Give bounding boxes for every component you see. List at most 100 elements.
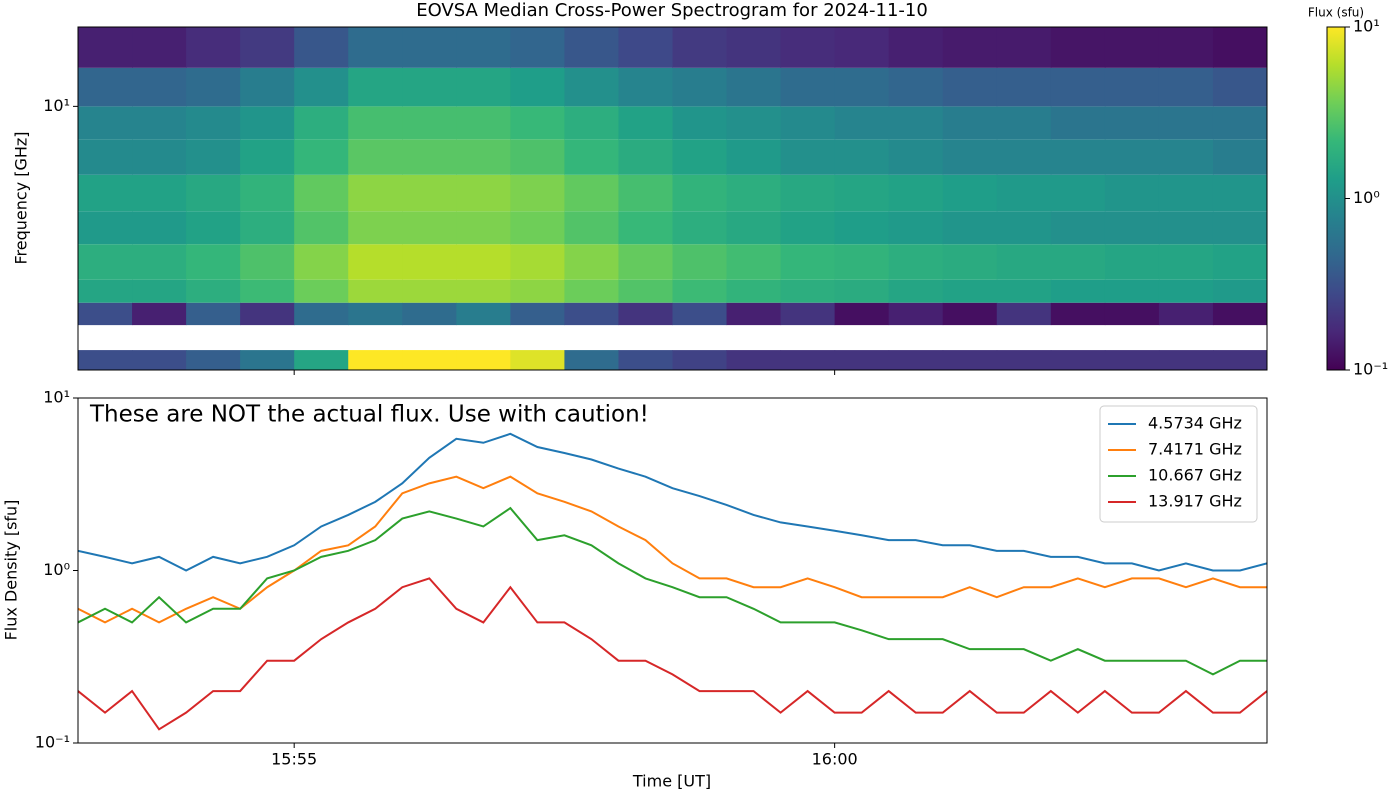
- legend-label: 7.4171 GHz: [1148, 440, 1242, 459]
- heatmap-cell: [240, 211, 295, 245]
- legend-box: [1099, 405, 1258, 523]
- heatmap-cell: [1104, 106, 1160, 140]
- heatmap-cell: [456, 139, 511, 175]
- heatmap-cell: [1050, 106, 1106, 140]
- heatmap-cell: [834, 279, 890, 303]
- heatmap-cell: [348, 211, 403, 245]
- heatmap-cell: [186, 106, 241, 140]
- heatmap-cell: [186, 139, 241, 175]
- heatmap-cell: [294, 350, 349, 370]
- heatmap-cell: [132, 174, 187, 212]
- heatmap-cell: [240, 174, 295, 212]
- heatmap-cell: [132, 139, 187, 175]
- heatmap-cell: [672, 302, 728, 326]
- y-tick-label: 10¹: [43, 388, 70, 407]
- heatmap-cell: [456, 174, 511, 212]
- heatmap-cell: [78, 279, 133, 303]
- heatmap-cell: [564, 106, 619, 140]
- heatmap-cell: [618, 27, 673, 68]
- heatmap-cell: [132, 244, 187, 280]
- heatmap-cell: [1158, 302, 1214, 326]
- heatmap-cell: [456, 302, 511, 326]
- x-tick-label: 16:00: [812, 750, 858, 769]
- heatmap-cell: [942, 302, 998, 326]
- heatmap-cell: [186, 244, 241, 280]
- heatmap-cell: [996, 106, 1052, 140]
- heatmap-cell: [510, 302, 565, 326]
- heatmap-cell: [402, 139, 457, 175]
- heatmap-cell: [240, 244, 295, 280]
- heatmap-cell: [564, 67, 619, 107]
- heatmap-cell: [942, 279, 998, 303]
- heatmap-cell: [186, 27, 241, 68]
- heatmap-cell: [1212, 139, 1268, 175]
- heatmap-cell: [672, 350, 728, 370]
- heatmap-cell: [672, 27, 728, 68]
- legend-label: 4.5734 GHz: [1148, 414, 1242, 433]
- heatmap-cell: [132, 211, 187, 245]
- heatmap-cell: [1050, 67, 1106, 107]
- heatmap-cell: [1050, 302, 1106, 326]
- heatmap-cell: [564, 174, 619, 212]
- heatmap-cell: [1050, 211, 1106, 245]
- heatmap-cell: [1212, 279, 1268, 303]
- heatmap-cell: [780, 139, 836, 175]
- heatmap-cell: [1050, 279, 1106, 303]
- heatmap-cell: [240, 302, 295, 326]
- heatmap-cell: [834, 244, 890, 280]
- heatmap-cell: [618, 244, 673, 280]
- heatmap-cell: [456, 106, 511, 140]
- heatmap-cell: [1212, 27, 1268, 68]
- heatmap-cell: [780, 244, 836, 280]
- heatmap-cell: [618, 139, 673, 175]
- heatmap-cell: [1212, 211, 1268, 245]
- legend-label: 13.917 GHz: [1148, 492, 1242, 511]
- heatmap-cell: [834, 106, 890, 140]
- heatmap-cell: [348, 106, 403, 140]
- heatmap-cell: [294, 139, 349, 175]
- heatmap-cell: [348, 279, 403, 303]
- heatmap-cell: [780, 302, 836, 326]
- heatmap-cell: [888, 67, 944, 107]
- heatmap-cell: [240, 67, 295, 107]
- heatmap-cell: [78, 244, 133, 280]
- heatmap-cell: [132, 302, 187, 326]
- heatmap-cell: [618, 174, 673, 212]
- heatmap-cell: [780, 174, 836, 212]
- heatmap-cell: [78, 174, 133, 212]
- heatmap-cell: [564, 350, 619, 370]
- heatmap-cell: [1104, 244, 1160, 280]
- heatmap-cell: [456, 350, 511, 370]
- heatmap-cell: [888, 174, 944, 212]
- heatmap-cell: [240, 139, 295, 175]
- heatmap-cell: [672, 106, 728, 140]
- heatmap-cell: [834, 67, 890, 107]
- heatmap-cell: [402, 279, 457, 303]
- heatmap-cell: [510, 106, 565, 140]
- colorbar-tick-label: 10⁰: [1353, 188, 1380, 207]
- heatmap-cell: [456, 279, 511, 303]
- heatmap-cell: [888, 279, 944, 303]
- heatmap-cell: [1050, 139, 1106, 175]
- heatmap-cell: [510, 139, 565, 175]
- heatmap-cell: [1212, 106, 1268, 140]
- heatmap-cell: [402, 350, 457, 370]
- heatmap-cell: [942, 139, 998, 175]
- heatmap-cell: [294, 174, 349, 212]
- heatmap-cell: [186, 302, 241, 326]
- heatmap-cell: [456, 244, 511, 280]
- heatmap-cell: [402, 67, 457, 107]
- heatmap-cell: [294, 106, 349, 140]
- heatmap-cell: [510, 67, 565, 107]
- heatmap-cell: [402, 211, 457, 245]
- heatmap-cell: [186, 350, 241, 370]
- heatmap-cell: [1104, 174, 1160, 212]
- heatmap-cell: [510, 174, 565, 212]
- heatmap-cell: [780, 67, 836, 107]
- heatmap-cell: [132, 279, 187, 303]
- heatmap-cell: [348, 350, 403, 370]
- axes-frame: [77, 26, 1268, 371]
- heatmap-cell: [294, 211, 349, 245]
- colorbar-tick-label: 10⁻¹: [1353, 360, 1388, 379]
